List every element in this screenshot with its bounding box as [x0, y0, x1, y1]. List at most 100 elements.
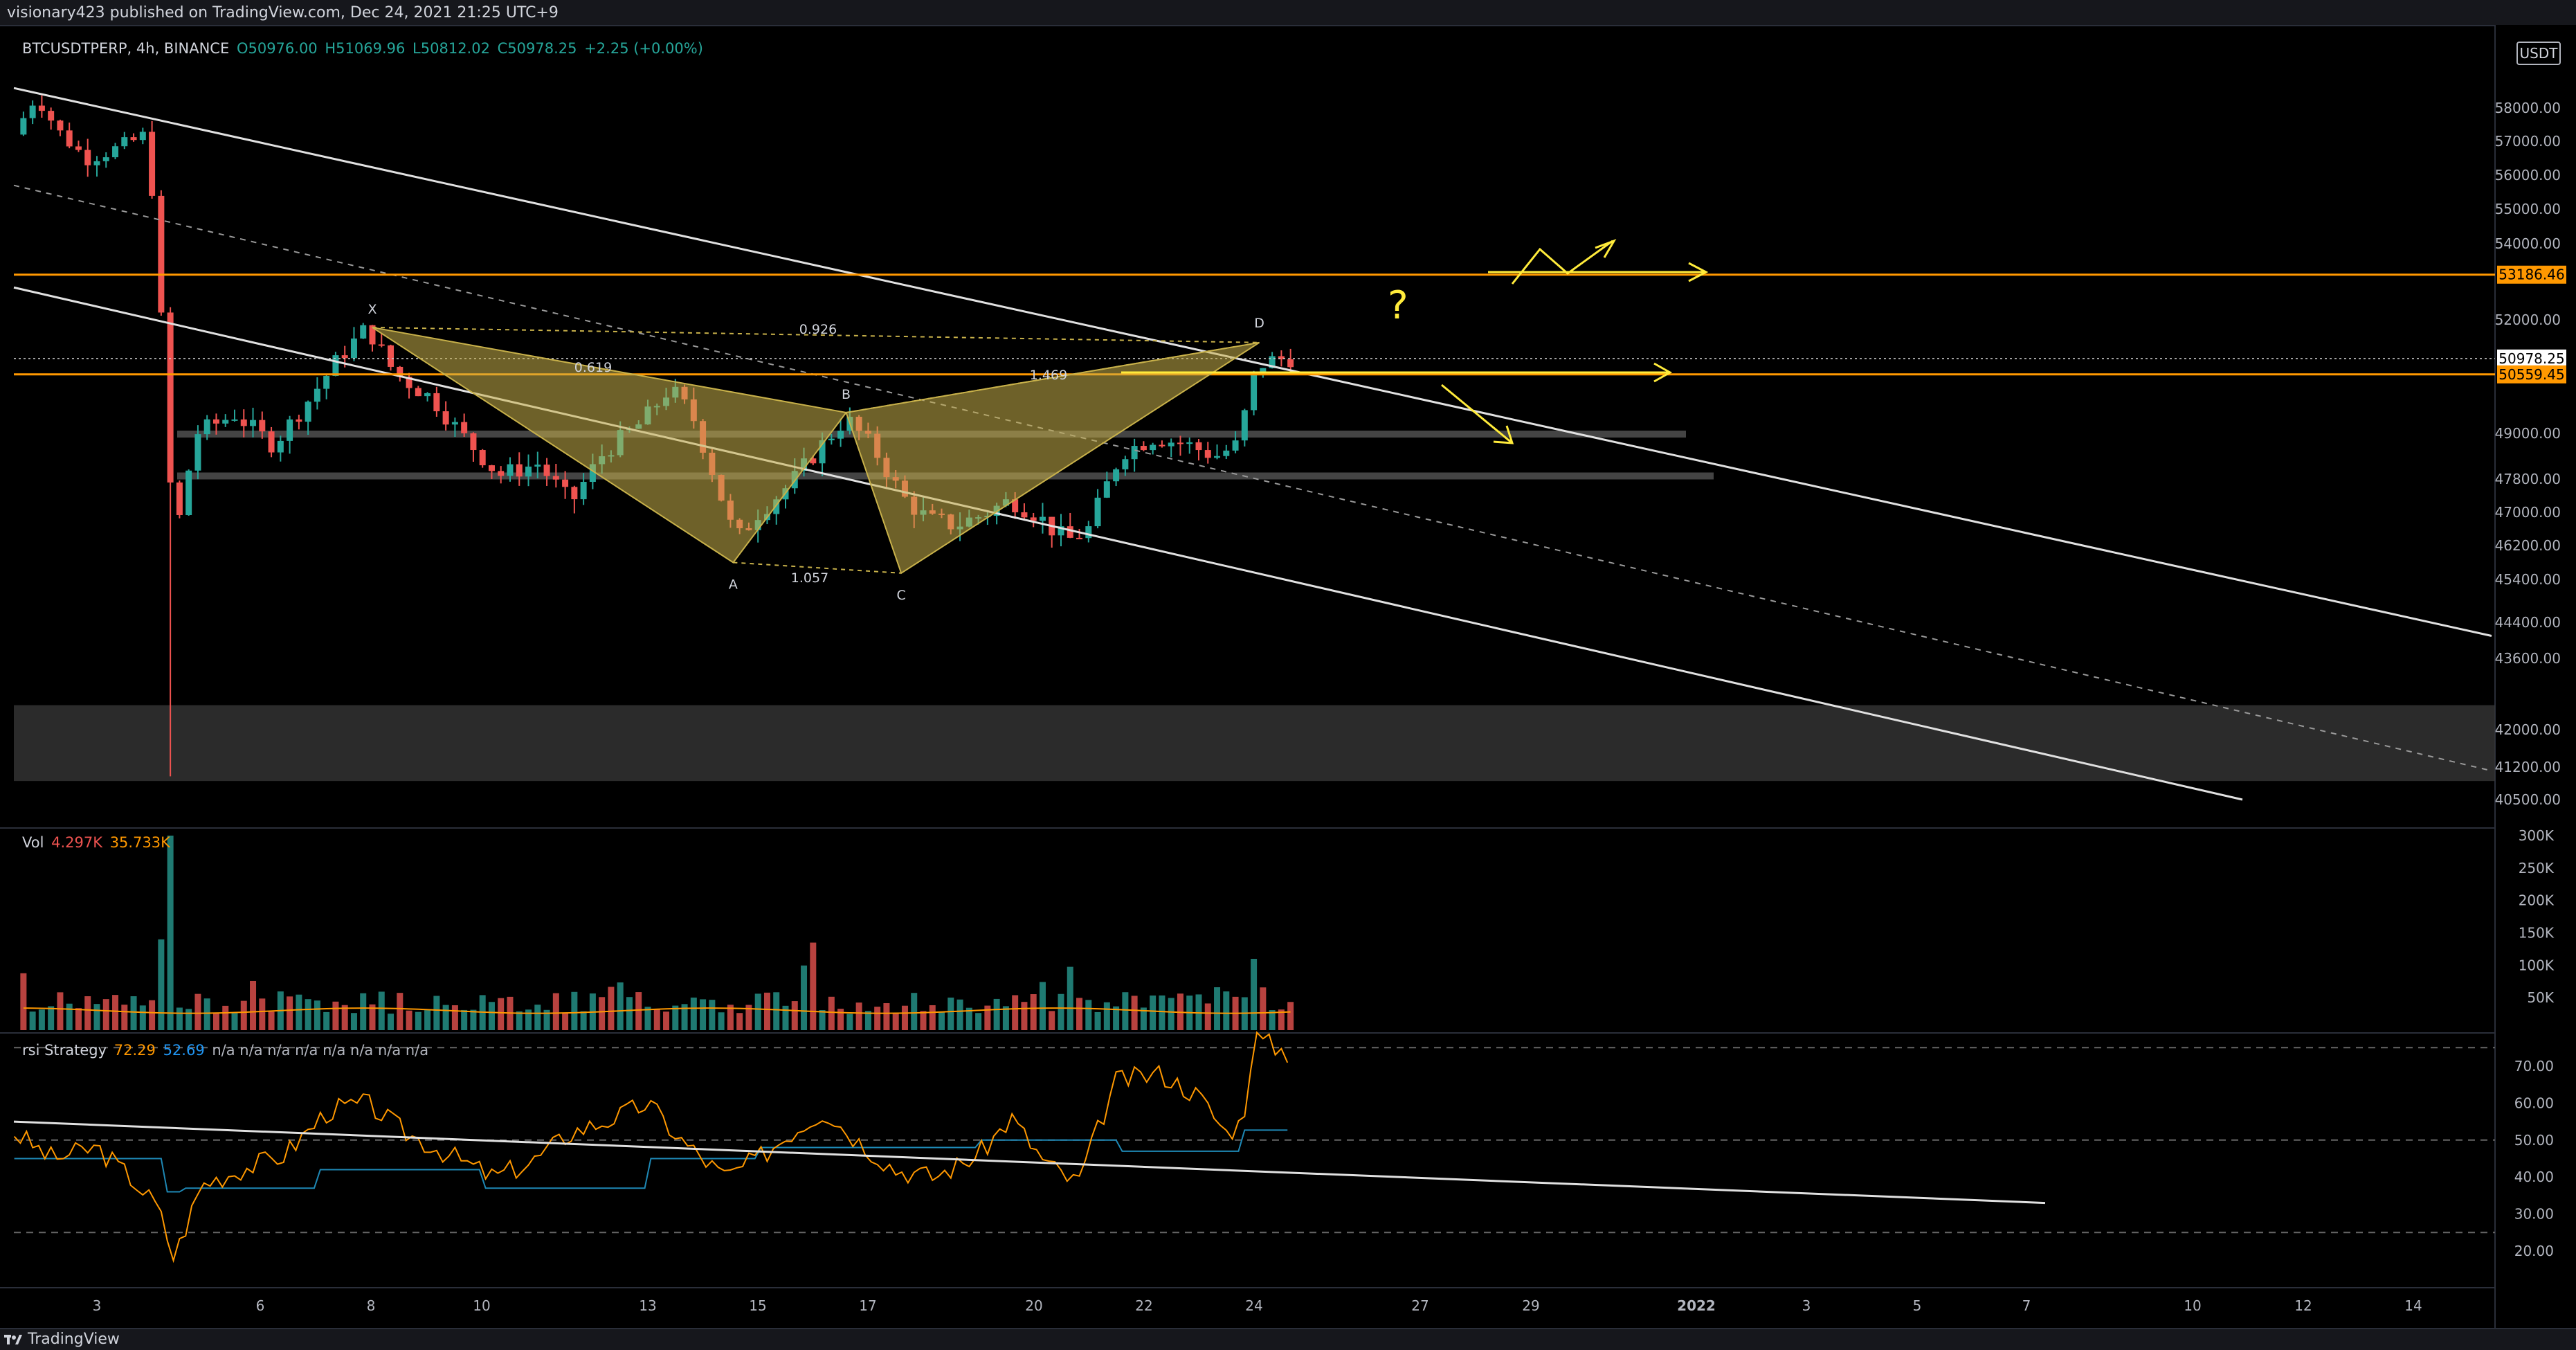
price-label: 50559.45: [2498, 366, 2564, 383]
rsi-value-1: 72.29: [114, 1042, 156, 1059]
price-tick: 47000.00: [2495, 504, 2561, 521]
volume-bar: [93, 1004, 100, 1030]
candle-body: [552, 476, 559, 480]
rsi-na-values: n/a n/a n/a n/a n/a n/a n/a n/a: [212, 1042, 429, 1059]
volume-bar: [498, 998, 505, 1030]
harmonic-pattern: X A B C D 0.926 0.619 1.469 1.057: [368, 302, 1264, 603]
candle-body: [1287, 359, 1294, 368]
candle-body: [1103, 481, 1110, 498]
question-mark-annotation: ?: [1388, 283, 1408, 328]
price-tick: 47800.00: [2495, 471, 2561, 487]
candle-body: [1251, 371, 1258, 411]
volume-bar: [451, 1005, 458, 1030]
volume-bar: [130, 996, 137, 1030]
volume-bar: [745, 1005, 752, 1030]
volume-bar: [846, 1014, 853, 1030]
volume-bar: [635, 992, 642, 1030]
candle-body: [1241, 410, 1248, 441]
candle-body: [534, 465, 541, 467]
volume-bar: [819, 1009, 826, 1030]
volume-value-1: 4.297K: [51, 834, 102, 851]
volume-bar: [773, 992, 780, 1030]
volume-bar: [965, 1007, 972, 1030]
volume-tick: 50K: [2527, 989, 2554, 1006]
rsi-tick: 60.00: [2514, 1095, 2554, 1111]
candle-body: [837, 431, 844, 439]
volume-bar: [470, 1009, 477, 1030]
candle-body: [1186, 442, 1193, 444]
price-tick: 49000.00: [2495, 425, 2561, 442]
time-tick: 27: [1411, 1297, 1428, 1314]
candle-body: [259, 420, 266, 432]
volume-bar: [424, 1010, 431, 1030]
volume-bar: [580, 1011, 587, 1030]
volume-bar: [296, 994, 302, 1030]
candle-body: [231, 419, 238, 421]
volume-tick: 200K: [2519, 892, 2555, 909]
rsi-signal-line: [14, 1129, 1288, 1193]
volume-bar: [332, 1001, 339, 1030]
volume-bar: [176, 1007, 183, 1030]
rsi-tick: 40.00: [2514, 1169, 2554, 1185]
volume-bar: [102, 999, 109, 1030]
price-tick: 45400.00: [2495, 571, 2561, 588]
volume-bar: [681, 1004, 688, 1030]
volume-bar: [837, 1009, 844, 1030]
volume-bar: [883, 1003, 890, 1030]
candle-body: [1021, 512, 1028, 518]
candle-body: [1113, 469, 1120, 482]
time-tick: 15: [749, 1297, 766, 1314]
pattern-point-a: A: [729, 577, 738, 593]
rsi-tick: 30.00: [2514, 1206, 2554, 1223]
volume-bar: [461, 1009, 468, 1030]
candle-body: [1085, 526, 1092, 539]
volume-bar: [552, 993, 559, 1030]
pattern-ratio: 0.926: [799, 322, 837, 337]
bullish-scenario-arrow: [1511, 240, 1613, 285]
candle-body: [442, 411, 449, 425]
price-tick: 42000.00: [2495, 721, 2561, 738]
price-axis: 58000.00 57000.00 56000.00 55000.00 54000.00…: [2495, 25, 2576, 1288]
candle-body: [525, 466, 532, 477]
candle-body: [562, 479, 569, 487]
candle-body: [305, 402, 311, 422]
currency-selector[interactable]: USDT: [2516, 42, 2561, 65]
price-label: 50978.25: [2498, 350, 2564, 367]
volume-bar: [1113, 1006, 1120, 1030]
candle-body: [773, 499, 780, 514]
candle-body: [176, 482, 183, 515]
volume-bar: [194, 993, 201, 1030]
candle-body: [323, 376, 330, 389]
candle-body: [1260, 368, 1267, 372]
volume-bar: [75, 1008, 82, 1030]
volume-bar: [112, 995, 119, 1030]
candle-body: [75, 146, 82, 150]
price-tick: 57000.00: [2495, 133, 2561, 150]
rsi-tick: 20.00: [2514, 1243, 2554, 1259]
rsi-tick: 50.00: [2514, 1132, 2554, 1149]
time-tick: 24: [1245, 1297, 1262, 1314]
candle-body: [819, 440, 826, 464]
volume-bar: [874, 1007, 881, 1030]
volume-bar: [360, 993, 367, 1030]
volume-bar: [488, 1002, 495, 1030]
volume-bar: [1039, 982, 1046, 1030]
price-label-box: [2497, 365, 2566, 384]
volume-bar: [525, 1009, 532, 1030]
price-tick: 43600.00: [2495, 650, 2561, 667]
candle-body: [488, 465, 495, 471]
volume-bar: [20, 973, 27, 1030]
volume-bar: [1168, 998, 1174, 1030]
volume-bar: [158, 939, 165, 1030]
volume-bar: [709, 1000, 716, 1030]
volume-bar: [415, 1011, 421, 1030]
volume-bar: [1122, 992, 1129, 1030]
price-tick: 56000.00: [2495, 167, 2561, 183]
volume-bar: [57, 992, 64, 1030]
symbol-legend: BTCUSDTPERP, 4h, BINANCE O50976.00 H5106…: [22, 40, 706, 57]
support-arrowhead: [1653, 362, 1673, 383]
pattern-xd-line: [372, 326, 1260, 343]
candle-body: [1122, 459, 1129, 469]
volume-bar: [268, 1011, 275, 1030]
